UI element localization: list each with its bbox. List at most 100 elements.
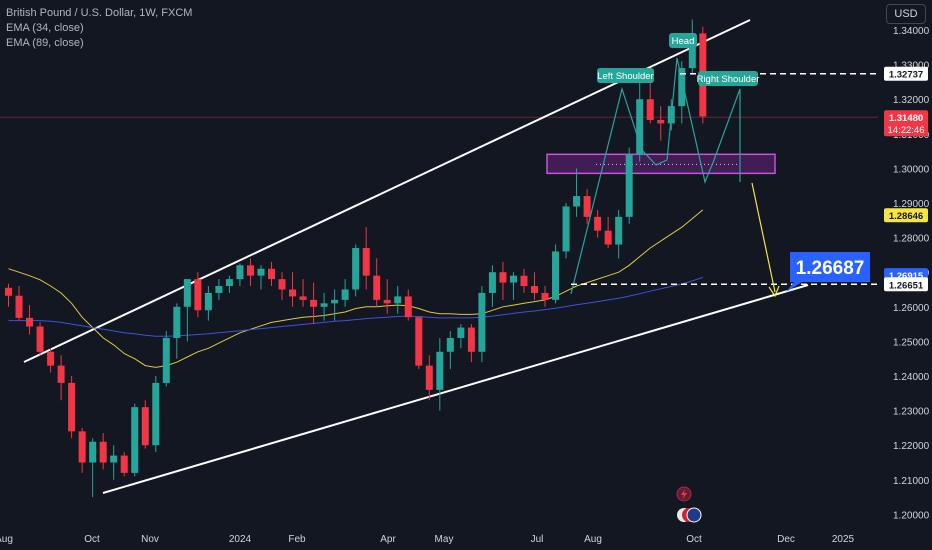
candle-body (89, 441, 97, 463)
x-tick-label: Oct (84, 534, 100, 545)
candle-body (268, 268, 275, 280)
x-tick-label: Aug (0, 534, 13, 545)
candle-body (120, 455, 128, 473)
price-label-box (884, 66, 928, 81)
candle-body (204, 292, 212, 311)
y-tick-label: 1.24000 (893, 372, 930, 383)
candle-body (573, 196, 581, 207)
x-tick-label: 2024 (229, 534, 252, 545)
head-shoulders-outline (570, 57, 741, 295)
price-label: 1.26651 (889, 280, 924, 291)
flag-icon-3 (686, 507, 702, 523)
chart-legend: British Pound / U.S. Dollar, 1W, FXCM EM… (6, 6, 192, 51)
projection-arrow (751, 182, 776, 293)
candle-body (688, 33, 696, 69)
candle-body (78, 431, 86, 463)
candle-body (68, 382, 76, 432)
y-tick-label: 1.33000 (893, 61, 930, 72)
candle-body (352, 247, 360, 290)
x-tick-label: Dec (777, 534, 795, 545)
candle-body (257, 268, 265, 276)
x-tick-label: 2025 (832, 534, 855, 545)
candle-body (478, 292, 486, 352)
candle-body (436, 351, 444, 390)
x-tick-label: Feb (288, 534, 306, 545)
currency-button[interactable]: USD (886, 4, 926, 24)
ema34-legend: EMA (34, close) (6, 22, 84, 34)
y-tick-label: 1.20000 (893, 510, 930, 521)
right-shoulder-label-box (698, 71, 758, 86)
candle-body (341, 289, 349, 300)
head-label: Head (672, 36, 695, 47)
candle-body (99, 441, 107, 463)
candle-body (583, 196, 591, 217)
y-tick-label: 1.29000 (893, 199, 930, 210)
candle-body (47, 351, 55, 366)
candle-body (162, 337, 170, 383)
candle-body (310, 299, 318, 307)
left-shoulder-label: Left Shoulder (597, 71, 654, 82)
candle-body (5, 287, 12, 296)
candle-body (646, 99, 654, 120)
candle-body (394, 296, 402, 304)
x-tick-label: Apr (380, 534, 396, 545)
candle-body (141, 407, 149, 446)
target-callout-box (786, 252, 870, 292)
candle-body (415, 317, 423, 366)
candle-body (457, 327, 465, 338)
candle-body (678, 68, 686, 107)
candle-body (520, 275, 528, 287)
candle-body (467, 327, 475, 352)
candle-body (425, 365, 433, 390)
ema89-legend: EMA (89, close) (6, 37, 84, 49)
candle-body (636, 99, 644, 155)
price-label-box (884, 208, 928, 223)
y-tick-label: 1.23000 (893, 407, 930, 418)
candle-body (509, 275, 517, 283)
y-tick-label: 1.34000 (893, 26, 930, 37)
price-label-box (884, 110, 928, 137)
candle-body (594, 216, 602, 231)
price-label: 1.31480 (889, 113, 923, 124)
candle-body (615, 216, 623, 245)
candle-body (131, 407, 139, 473)
candle-body (541, 292, 549, 300)
candle-body (531, 286, 538, 293)
x-tick-label: Jul (531, 534, 544, 545)
target-callout-label: 1.26687 (796, 258, 865, 279)
candle-body (215, 286, 223, 293)
candle-body (562, 206, 570, 252)
candle-body (404, 296, 412, 318)
ema34-line (8, 209, 704, 368)
candle-body (331, 299, 339, 304)
price-label: 1.32737 (889, 70, 923, 81)
lightning-icon (681, 489, 687, 500)
y-tick-label: 1.26000 (893, 303, 930, 314)
candle-body (373, 275, 381, 300)
price-label: 1.26915 (889, 271, 924, 282)
candle-body (362, 247, 370, 276)
y-tick-label: 1.22000 (893, 441, 930, 452)
candle-body (246, 265, 254, 276)
candle-body (57, 365, 65, 383)
left-shoulder-label-box (597, 68, 654, 83)
countdown-label: 14:22:46 (888, 125, 925, 136)
candle-body (657, 119, 665, 124)
candle-body (299, 296, 307, 300)
x-tick-label: May (435, 534, 454, 545)
candle-body (383, 299, 391, 304)
candle-body (625, 154, 633, 217)
right-shoulder-label: Right Shoulder (697, 74, 760, 85)
candle-body (225, 279, 233, 287)
price-label-box (884, 277, 928, 292)
y-tick-label: 1.32000 (893, 95, 930, 106)
x-tick-label: Aug (584, 534, 602, 545)
candle-body (194, 279, 202, 311)
candle-body (173, 306, 181, 338)
y-tick-label: 1.30000 (893, 164, 930, 175)
neckline-zone (546, 153, 776, 175)
candle-body (488, 272, 496, 293)
candle-body (15, 295, 23, 318)
candle-body (499, 272, 507, 283)
